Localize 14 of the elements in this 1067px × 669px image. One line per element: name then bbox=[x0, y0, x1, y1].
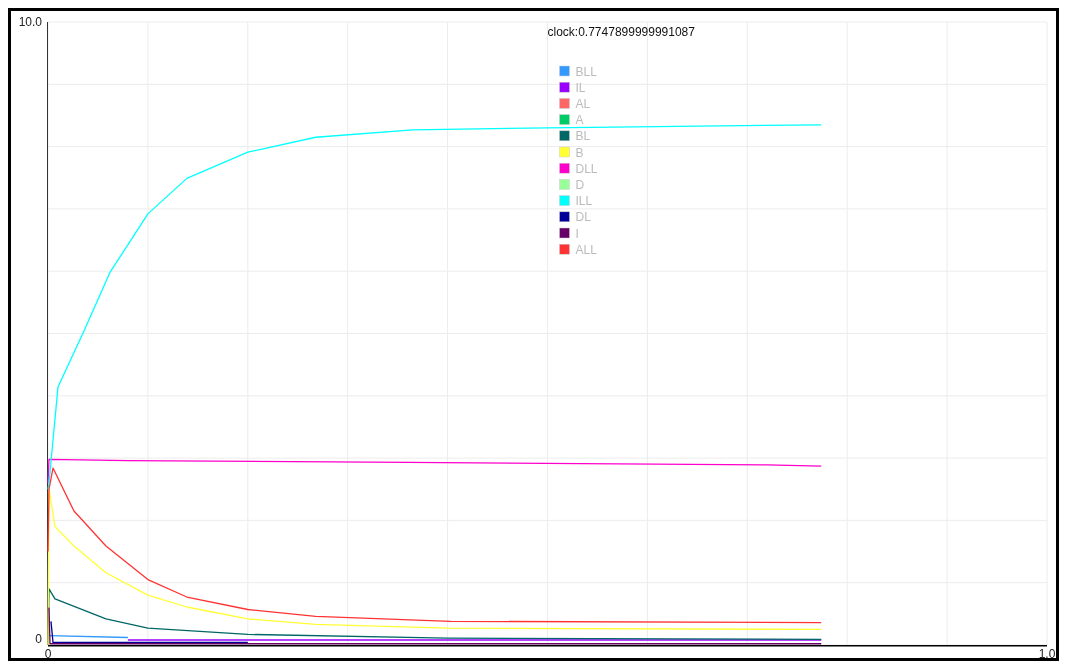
legend-label: AL bbox=[575, 96, 591, 111]
legend-label: B bbox=[575, 145, 584, 160]
legend-label: IL bbox=[575, 80, 586, 95]
legend-label: A bbox=[575, 113, 584, 128]
chart-title: clock:0.7747899999991087 bbox=[547, 25, 696, 39]
legend-label: BLL bbox=[575, 64, 598, 79]
legend-label: DL bbox=[575, 210, 592, 225]
legend-label: DLL bbox=[575, 161, 598, 176]
legend-label: BL bbox=[575, 129, 591, 144]
y-tick-label: 10.0 bbox=[18, 15, 43, 30]
legend-label: D bbox=[575, 177, 585, 192]
legend-label: ALL bbox=[575, 242, 598, 257]
x-tick-label: 1.0 bbox=[1038, 647, 1056, 661]
legend-label: ILL bbox=[575, 194, 593, 209]
